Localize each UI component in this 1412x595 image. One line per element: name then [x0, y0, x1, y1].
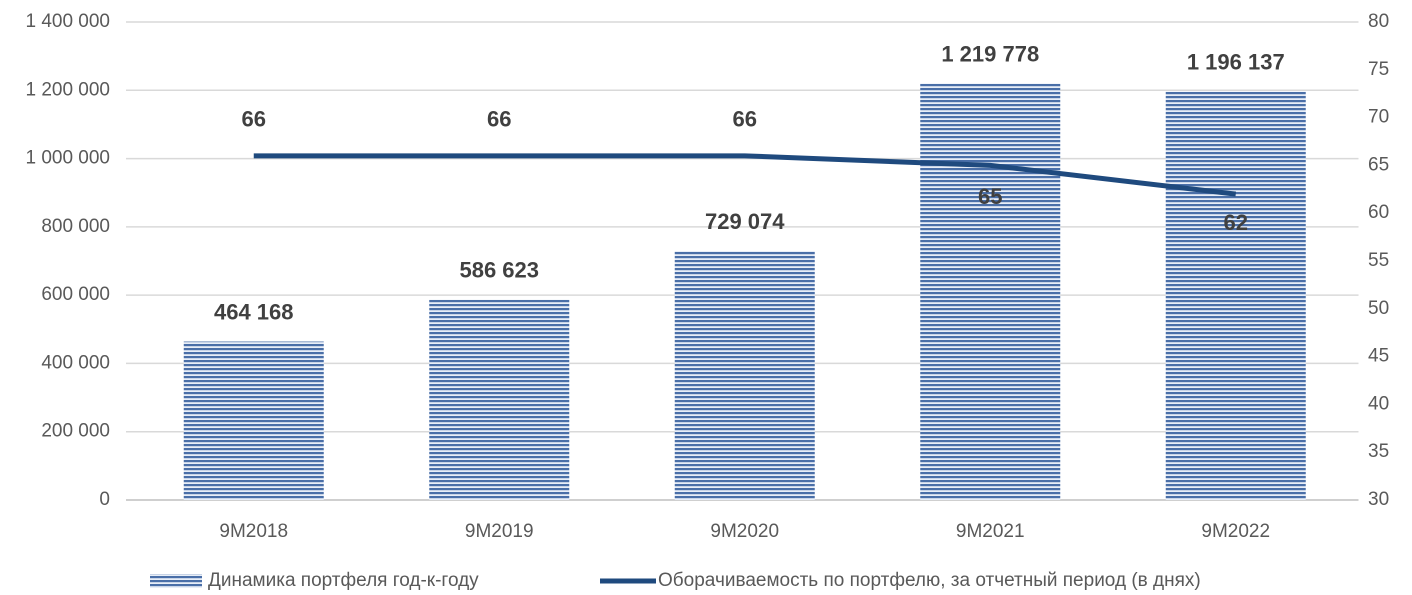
y-tick-label: 1 200 000	[25, 79, 110, 100]
data-label: 65	[978, 184, 1002, 209]
data-label: 586 623	[459, 258, 539, 283]
y-tick-label: 400 000	[41, 352, 110, 373]
y-tick-label: 800 000	[41, 216, 110, 237]
data-label: 66	[242, 107, 266, 132]
data-label: 62	[1224, 210, 1248, 235]
y-tick-label: 600 000	[41, 284, 110, 305]
line	[253, 153, 1237, 197]
data-label: 1 196 137	[1187, 49, 1285, 74]
x-tick-label: 9M2022	[1201, 521, 1270, 542]
y2-tick-label: 65	[1368, 154, 1389, 175]
y2-tick-label: 50	[1368, 298, 1389, 319]
data-label: 66	[733, 107, 757, 132]
y2-tick-label: 60	[1368, 202, 1389, 223]
bar	[183, 341, 324, 500]
x-tick-label: 9M2021	[956, 521, 1025, 542]
y-tick-label: 1 400 000	[25, 11, 110, 32]
y2-tick-label: 70	[1368, 107, 1389, 128]
legend-label: Динамика портфеля год-к-году	[208, 570, 479, 591]
legend-swatch	[150, 574, 202, 588]
bar	[429, 299, 570, 500]
bar	[1165, 91, 1306, 501]
y2-tick-label: 30	[1368, 489, 1389, 510]
x-tick-label: 9M2020	[710, 521, 779, 542]
data-label: 464 168	[214, 299, 294, 324]
y-tick-label: 200 000	[41, 421, 110, 442]
x-tick-label: 9M2019	[465, 521, 534, 542]
y2-tick-label: 75	[1368, 59, 1389, 80]
y2-tick-label: 40	[1368, 393, 1389, 414]
y2-tick-label: 80	[1368, 11, 1389, 32]
y-tick-label: 1 000 000	[25, 148, 110, 169]
y2-tick-label: 55	[1368, 250, 1389, 271]
data-label: 66	[487, 107, 511, 132]
y-tick-label: 0	[99, 489, 110, 510]
data-label: 729 074	[705, 209, 785, 234]
bar	[674, 251, 815, 500]
data-label: 1 219 778	[941, 41, 1039, 66]
y2-tick-label: 45	[1368, 346, 1389, 367]
legend-label: Оборачиваемость по портфелю, за отчетный…	[658, 570, 1201, 591]
x-tick-label: 9M2018	[219, 521, 288, 542]
y2-tick-label: 35	[1368, 441, 1389, 462]
bar	[920, 83, 1061, 500]
